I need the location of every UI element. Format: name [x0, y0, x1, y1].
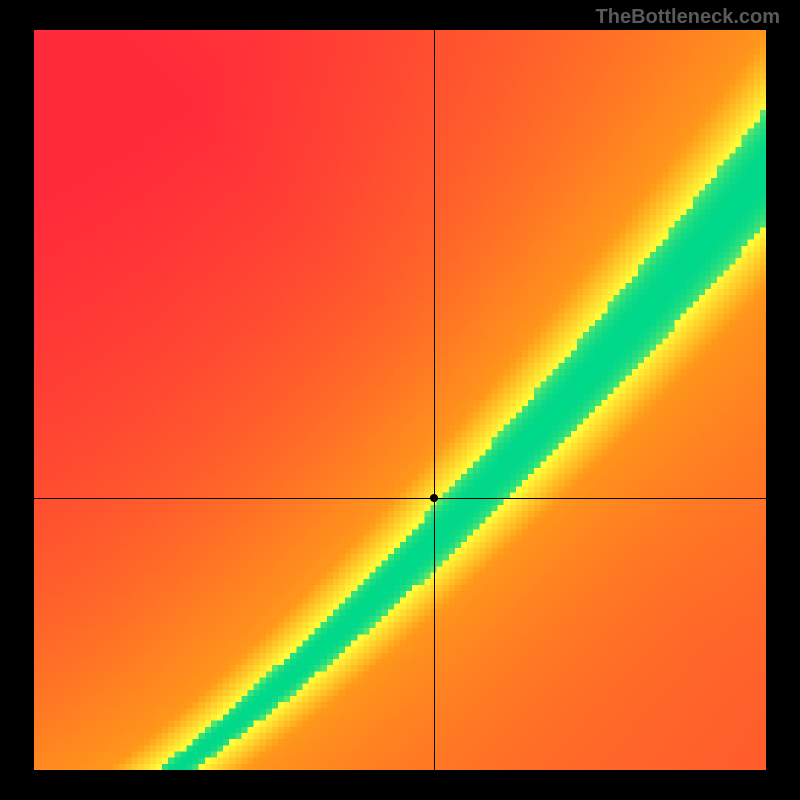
chart-root: TheBottleneck.com: [0, 0, 800, 800]
crosshair-horizontal: [34, 498, 766, 499]
heatmap-canvas: [34, 30, 766, 770]
crosshair-marker-dot: [430, 494, 438, 502]
plot-area: [34, 30, 766, 770]
watermark-text: TheBottleneck.com: [596, 6, 780, 29]
crosshair-vertical: [434, 30, 435, 770]
